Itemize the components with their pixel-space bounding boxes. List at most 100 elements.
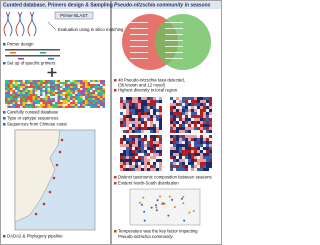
heat-cell: [200, 159, 203, 162]
heat-cell: [120, 100, 123, 103]
alignment-cell: [87, 82, 90, 84]
alignment-cell: [62, 100, 65, 102]
graphical-abstract: Curated database, Primers design & Sampl…: [0, 0, 222, 245]
alignment-cell: [80, 80, 83, 82]
alignment-cell: [75, 86, 78, 88]
alignment-cell: [25, 94, 28, 96]
heat-cell: [173, 138, 176, 141]
alignment-cell: [47, 84, 50, 86]
heat-cell: [126, 100, 129, 103]
heat-cell: [129, 162, 132, 165]
heat-cell: [156, 97, 159, 100]
alignment-cell: [67, 98, 70, 100]
alignment-cell: [10, 90, 13, 92]
heat-cell: [156, 165, 159, 168]
alignment-cell: [95, 84, 98, 86]
alignment-cell: [52, 90, 55, 92]
heat-cell: [206, 130, 209, 133]
alignment-cell: [87, 94, 90, 96]
alignment-cell: [85, 104, 88, 106]
alignment-cell: [77, 96, 80, 98]
heat-cell: [129, 153, 132, 156]
heat-cell: [144, 162, 147, 165]
alignment-cell: [87, 96, 90, 98]
heat-cell: [173, 150, 176, 153]
heat-cell: [129, 118, 132, 121]
heat-cell: [132, 165, 135, 168]
heat-cell: [188, 135, 191, 138]
bullet-marker: [3, 111, 6, 114]
alignment-cell: [97, 100, 100, 102]
alignment-cell: [47, 104, 50, 106]
heat-cell: [135, 147, 138, 150]
heat-cell: [123, 103, 126, 106]
alignment-cell: [10, 82, 13, 84]
venn-line: [165, 46, 183, 47]
alignment-cell: [77, 80, 80, 82]
heat-cell: [191, 138, 194, 141]
heat-cell: [182, 127, 185, 130]
heat-cell: [132, 112, 135, 115]
heat-cell: [141, 168, 144, 171]
alignment-cell: [45, 88, 48, 90]
heat-cell: [153, 115, 156, 118]
heat-cell: [123, 162, 126, 165]
heat-cell: [200, 135, 203, 138]
alignment-cell: [57, 84, 60, 86]
heat-cell: [200, 141, 203, 144]
station: [60, 138, 64, 142]
alignment-cell: [22, 82, 25, 84]
alignment-cell: [92, 90, 95, 92]
ordination-plot: [129, 188, 201, 226]
alignment-cell: [95, 106, 98, 108]
alignment-cell: [97, 90, 100, 92]
alignment-cell: [32, 102, 35, 104]
heat-cell: [203, 130, 206, 133]
heat-cell: [191, 144, 194, 147]
heat-cell: [150, 103, 153, 106]
alignment-cell: [35, 100, 38, 102]
heat-cell: [179, 165, 182, 168]
heat-cell: [144, 103, 147, 106]
heat-cell: [203, 100, 206, 103]
alignment-cell: [65, 92, 68, 94]
ordination-point: [142, 196, 145, 199]
heat-cell: [147, 121, 150, 124]
ordination-point: [173, 206, 176, 209]
alignment-cell: [27, 94, 30, 96]
alignment-cell: [57, 90, 60, 92]
heat-cell: [182, 144, 185, 147]
heat-cell: [179, 162, 182, 165]
heat-cell: [182, 106, 185, 109]
heat-cell: [132, 97, 135, 100]
heat-cell: [197, 103, 200, 106]
alignment-cell: [70, 98, 73, 100]
heat-cell: [170, 124, 173, 127]
heat-cell: [194, 150, 197, 153]
alignment-cell: [45, 80, 48, 82]
alignment-cell: [70, 88, 73, 90]
heatmaps: [120, 97, 212, 171]
alignment-cell: [5, 104, 8, 106]
heat-cell: [135, 135, 138, 138]
alignment-cell: [22, 98, 25, 100]
heat-cell: [170, 162, 173, 165]
heat-cell: [197, 127, 200, 130]
heat-cell: [144, 141, 147, 144]
heat-cell: [191, 124, 194, 127]
alignment-cell: [37, 88, 40, 90]
heat-cell: [129, 135, 132, 138]
heat-cell: [156, 135, 159, 138]
alignment-cell: [25, 92, 28, 94]
alignment-cell: [60, 104, 63, 106]
heat-cell: [203, 121, 206, 124]
bullet-marker: [114, 230, 117, 233]
alignment-cell: [12, 92, 15, 94]
ordination-point: [150, 206, 153, 209]
heat-cell: [188, 103, 191, 106]
heat-cell: [197, 112, 200, 115]
heat-cell: [141, 144, 144, 147]
heat-cell: [135, 109, 138, 112]
heat-cell: [126, 112, 129, 115]
heat-cell: [135, 150, 138, 153]
